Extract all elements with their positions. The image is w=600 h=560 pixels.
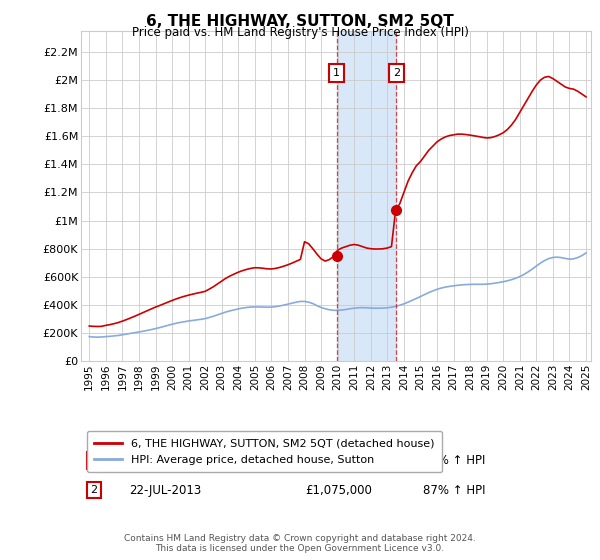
Text: 53% ↑ HPI: 53% ↑ HPI (423, 454, 485, 467)
Legend: 6, THE HIGHWAY, SUTTON, SM2 5QT (detached house), HPI: Average price, detached h: 6, THE HIGHWAY, SUTTON, SM2 5QT (detache… (86, 431, 442, 472)
Text: 87% ↑ HPI: 87% ↑ HPI (423, 483, 485, 497)
Text: 11-DEC-2009: 11-DEC-2009 (130, 454, 208, 467)
Text: 6, THE HIGHWAY, SUTTON, SM2 5QT: 6, THE HIGHWAY, SUTTON, SM2 5QT (146, 14, 454, 29)
Text: £1,075,000: £1,075,000 (305, 483, 372, 497)
Bar (337, 31, 397, 361)
Text: 2: 2 (393, 68, 400, 78)
Text: 22-JUL-2013: 22-JUL-2013 (130, 483, 202, 497)
Text: Contains HM Land Registry data © Crown copyright and database right 2024.
This d: Contains HM Land Registry data © Crown c… (124, 534, 476, 553)
Text: 2: 2 (90, 485, 97, 495)
Text: 1: 1 (334, 68, 340, 78)
Text: 1: 1 (90, 455, 97, 465)
Text: £745,000: £745,000 (305, 454, 361, 467)
Text: Price paid vs. HM Land Registry's House Price Index (HPI): Price paid vs. HM Land Registry's House … (131, 26, 469, 39)
